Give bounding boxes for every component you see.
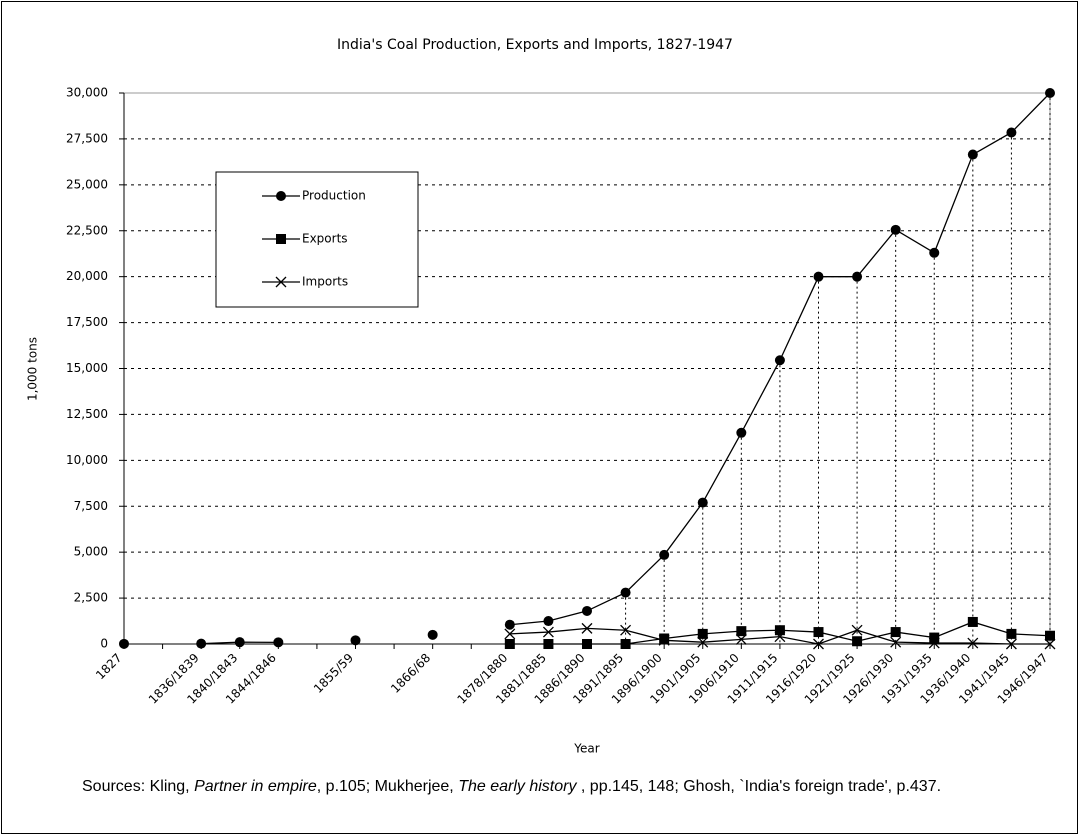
sources-text: , pp.145, 148; Ghosh, `India's foreign t…: [576, 778, 942, 795]
legend-label: Exports: [302, 232, 348, 246]
point: [967, 616, 978, 627]
y-tick-label: 17,500: [66, 315, 108, 329]
point: [504, 628, 516, 640]
y-tick-label: 25,000: [66, 177, 108, 191]
point: [273, 637, 284, 648]
point: [620, 624, 632, 636]
point: [542, 626, 554, 638]
point: [504, 639, 515, 649]
point: [1044, 638, 1056, 650]
point: [276, 234, 286, 244]
point: [582, 605, 592, 616]
point: [1045, 88, 1055, 98]
point: [658, 634, 670, 646]
point: [697, 628, 708, 639]
point: [620, 639, 631, 649]
point: [736, 626, 747, 637]
point: [697, 636, 709, 648]
point: [774, 625, 785, 636]
point: [813, 638, 824, 650]
x-tick-label: 1866/68: [388, 651, 433, 696]
point: [234, 637, 245, 648]
x-tick-label: 1827: [93, 651, 124, 682]
y-tick-label: 7,500: [74, 499, 108, 513]
point: [890, 636, 902, 648]
legend-label: Imports: [302, 275, 348, 289]
point: [276, 191, 286, 201]
point: [543, 616, 554, 627]
point: [967, 637, 979, 649]
point: [1045, 630, 1055, 641]
point: [620, 587, 631, 598]
point: [1006, 628, 1017, 639]
y-tick-label: 10,000: [66, 453, 108, 467]
point: [659, 549, 670, 560]
point: [929, 247, 940, 258]
y-tick-label: 12,500: [66, 407, 108, 421]
point: [735, 633, 747, 645]
x-axis-label: Year: [573, 742, 599, 756]
point: [851, 624, 863, 636]
point: [967, 149, 978, 160]
sources-text: Sources: Kling,: [82, 778, 195, 795]
sources-text: , p.105; Mukherjee,: [316, 778, 459, 795]
sources-text: Partner in empire: [194, 778, 317, 795]
point: [890, 627, 901, 638]
point: [852, 636, 863, 647]
point: [890, 224, 901, 235]
point: [119, 638, 129, 649]
point: [659, 633, 670, 644]
y-axis-label: 1,000 tons: [26, 337, 40, 401]
y-tick-label: 27,500: [66, 131, 108, 145]
y-tick-label: 0: [100, 637, 108, 651]
point: [275, 276, 287, 288]
y-tick-label: 20,000: [66, 269, 108, 283]
y-tick-label: 5,000: [74, 545, 108, 559]
point: [736, 427, 747, 438]
y-tick-label: 2,500: [74, 591, 108, 605]
point: [813, 627, 824, 638]
chart-title: India's Coal Production, Exports and Imp…: [337, 37, 733, 53]
sources: Sources: Kling, Partner in empire, p.105…: [82, 776, 1012, 797]
point: [427, 629, 438, 640]
point: [928, 637, 940, 649]
point: [543, 639, 554, 649]
point: [1005, 638, 1017, 650]
y-tick-label: 22,500: [66, 223, 108, 237]
legend-label: Production: [302, 189, 366, 203]
point: [582, 639, 592, 649]
point: [929, 632, 940, 643]
point: [697, 497, 708, 508]
point: [196, 638, 207, 649]
y-tick-label: 30,000: [66, 86, 108, 100]
point: [813, 271, 824, 282]
point: [774, 355, 785, 366]
point: [504, 619, 515, 630]
point: [852, 271, 863, 282]
point: [581, 622, 593, 634]
point: [774, 631, 786, 643]
x-tick-label: 1855/59: [311, 651, 356, 696]
y-tick-label: 15,000: [66, 361, 108, 375]
legend-box: [215, 171, 419, 308]
point: [350, 635, 361, 646]
sources-text: The early history: [458, 778, 577, 795]
point: [1006, 127, 1017, 138]
